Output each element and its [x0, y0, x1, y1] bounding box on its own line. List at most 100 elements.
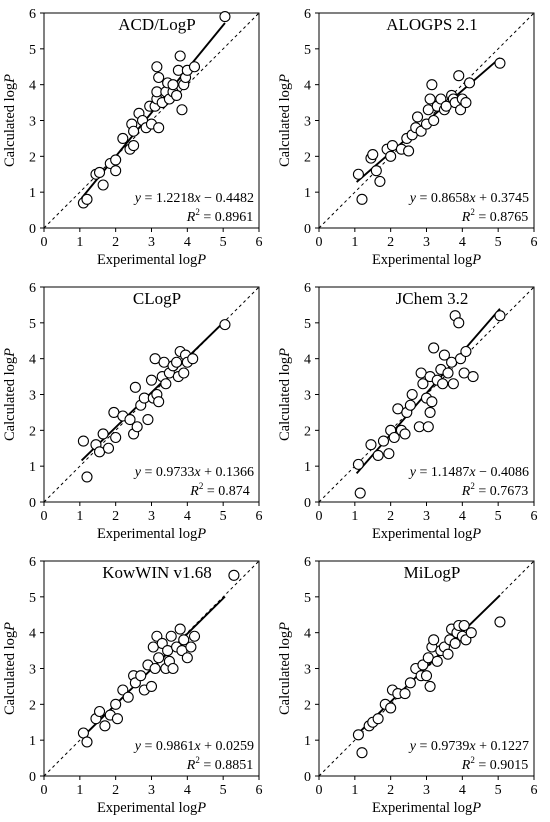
data-point [151, 61, 163, 73]
x-tick-label: 5 [220, 783, 227, 798]
y-tick-label: 6 [304, 555, 311, 570]
data-point [438, 349, 450, 361]
data-point [494, 616, 506, 628]
x-axis-label: Experimental logP [372, 526, 481, 542]
x-axis-label: Experimental logP [97, 800, 206, 816]
y-tick-label: 0 [304, 770, 311, 785]
data-point [449, 637, 461, 649]
x-tick-label: 2 [112, 235, 119, 250]
y-tick-label: 1 [29, 186, 36, 201]
x-tick-label: 5 [220, 509, 227, 524]
x-tick-label: 2 [387, 235, 394, 250]
x-axis-label: Experimental logP [97, 252, 206, 268]
y-tick-label: 4 [304, 79, 311, 94]
regression-equation: y = 0.9733x + 0.1366 [133, 465, 254, 480]
x-tick-label: 6 [531, 783, 538, 798]
data-point [352, 458, 364, 470]
x-tick-label: 5 [495, 509, 502, 524]
y-axis-label: Calculated logP [277, 348, 293, 441]
x-tick-label: 4 [184, 783, 191, 798]
y-tick-label: 3 [29, 663, 36, 678]
x-tick-label: 5 [495, 783, 502, 798]
data-point [219, 319, 231, 331]
data-point [167, 79, 179, 91]
y-tick-label: 1 [304, 186, 311, 201]
data-point [458, 619, 470, 632]
data-point [174, 623, 186, 635]
data-point [354, 487, 366, 499]
regression-line [355, 308, 501, 475]
data-point [403, 145, 415, 157]
panel-title: ALOGPS 2.1 [386, 15, 478, 34]
x-tick-label: 2 [112, 783, 119, 798]
data-point [81, 193, 93, 205]
y-tick-label: 5 [29, 591, 36, 606]
r-squared: R2 = 0.8765 [461, 207, 528, 225]
x-tick-label: 4 [184, 235, 191, 250]
data-point [124, 414, 136, 426]
data-point [111, 713, 124, 725]
data-point [219, 11, 231, 23]
data-point [153, 122, 165, 134]
regression-equation: y = 1.2218x − 0.4482 [133, 191, 254, 206]
y-tick-label: 2 [29, 698, 36, 713]
x-tick-label: 6 [256, 235, 263, 250]
y-tick-label: 1 [304, 734, 311, 749]
data-point [422, 421, 434, 433]
x-tick-label: 4 [184, 509, 191, 524]
data-point [187, 353, 199, 365]
data-point [176, 104, 188, 116]
data-point [356, 193, 368, 205]
y-tick-label: 0 [29, 770, 36, 785]
data-point [465, 627, 477, 639]
r-squared: R2 = 0.7673 [461, 481, 528, 499]
data-point [424, 93, 436, 105]
data-point [494, 310, 506, 322]
x-tick-label: 1 [351, 235, 358, 250]
data-point [171, 356, 183, 368]
data-point [428, 634, 440, 646]
scatter-chart: 00 1 1 2 2 3 3 4 4 5 5 6 6 ALOGPS 2.1 y = 0.8658x + 0.… [277, 7, 538, 268]
y-tick-label: 2 [29, 150, 36, 165]
data-point [185, 641, 197, 653]
data-point [442, 367, 454, 379]
x-tick-label: 3 [148, 783, 155, 798]
data-point [431, 655, 443, 667]
x-tick-label: 2 [387, 509, 394, 524]
y-tick-label: 2 [304, 150, 311, 165]
regression-equation: y = 0.8658x + 0.3745 [408, 191, 529, 206]
data-point [367, 148, 379, 161]
panel-title: JChem 3.2 [396, 289, 469, 308]
x-tick-label: 5 [495, 235, 502, 250]
data-point [145, 374, 158, 386]
y-axis-label: Calculated logP [2, 74, 18, 167]
scatter-chart: 00 1 1 2 2 3 3 4 4 5 5 6 6 JChem 3.2 y = 1.1487x − 0.4… [277, 281, 538, 542]
x-tick-label: 2 [387, 783, 394, 798]
panel-title: KowWIN v1.68 [102, 563, 212, 582]
x-tick-label: 0 [316, 783, 323, 798]
regression-equation: y = 1.1487x − 0.4086 [408, 465, 529, 480]
data-point [110, 154, 122, 166]
data-point [377, 435, 390, 447]
data-point [81, 471, 93, 483]
data-point [171, 89, 183, 101]
x-tick-label: 1 [76, 509, 83, 524]
data-point [77, 435, 89, 447]
y-axis-label: Calculated logP [2, 622, 18, 715]
data-point [404, 399, 416, 411]
y-tick-label: 1 [29, 460, 36, 475]
data-point [352, 729, 364, 741]
y-tick-label: 1 [29, 734, 36, 749]
y-tick-label: 4 [304, 353, 311, 368]
data-point [188, 630, 201, 642]
r-squared: R2 = 0.8961 [186, 207, 253, 225]
y-tick-label: 5 [304, 591, 311, 606]
y-tick-label: 6 [29, 555, 36, 570]
data-point [453, 70, 465, 82]
data-point [97, 179, 109, 191]
data-point [460, 345, 472, 358]
x-tick-label: 3 [423, 783, 430, 798]
data-point [153, 71, 165, 84]
data-point [160, 378, 172, 390]
data-point [406, 388, 418, 401]
